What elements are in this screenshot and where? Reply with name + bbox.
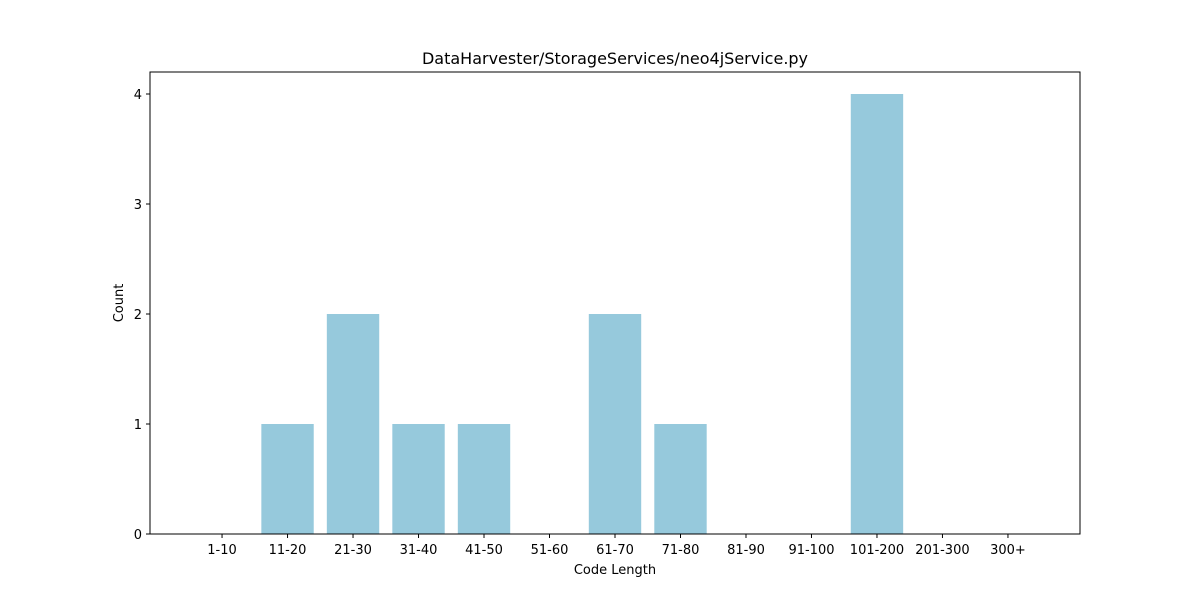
bar-11-20: [261, 424, 314, 534]
x-tick-label: 51-60: [531, 543, 569, 558]
y-tick-label: 3: [134, 198, 142, 213]
x-tick-label: 11-20: [269, 543, 307, 558]
bar-41-50: [457, 424, 511, 534]
x-tick-label: 201-300: [915, 543, 969, 558]
y-tick-label: 4: [134, 88, 142, 103]
y-axis-ticks: 0 1 2 3 4: [134, 88, 150, 543]
x-tick-label: 81-90: [727, 543, 765, 558]
x-tick-label: 31-40: [400, 543, 438, 558]
bar-21-30: [326, 314, 380, 534]
x-tick-label: 1-10: [207, 543, 237, 558]
x-tick-label: 61-70: [596, 543, 634, 558]
bar-61-70: [588, 314, 642, 534]
y-axis-label: Count: [112, 284, 127, 323]
x-axis-label: Code Length: [574, 563, 656, 578]
plot-frame: [149, 71, 1081, 535]
y-tick-label: 0: [134, 528, 142, 543]
x-tick-label: 41-50: [465, 543, 503, 558]
y-tick-label: 1: [134, 418, 142, 433]
x-tick-label: 101-200: [850, 543, 904, 558]
chart-title: DataHarvester/StorageServices/neo4jServi…: [422, 49, 808, 68]
bar-31-40: [392, 424, 445, 534]
x-tick-label: 21-30: [334, 543, 372, 558]
bars-group: [261, 94, 904, 534]
x-tick-label: 91-100: [788, 543, 834, 558]
x-tick-label: 300+: [990, 543, 1026, 558]
y-tick-label: 2: [134, 308, 142, 323]
bar-101-200: [850, 94, 904, 534]
bar-71-80: [654, 424, 707, 534]
x-tick-label: 71-80: [662, 543, 700, 558]
x-axis-ticks: 1-10 11-20 21-30 31-40 41-50 51-60 61-70 71-80 8…: [207, 534, 1026, 558]
